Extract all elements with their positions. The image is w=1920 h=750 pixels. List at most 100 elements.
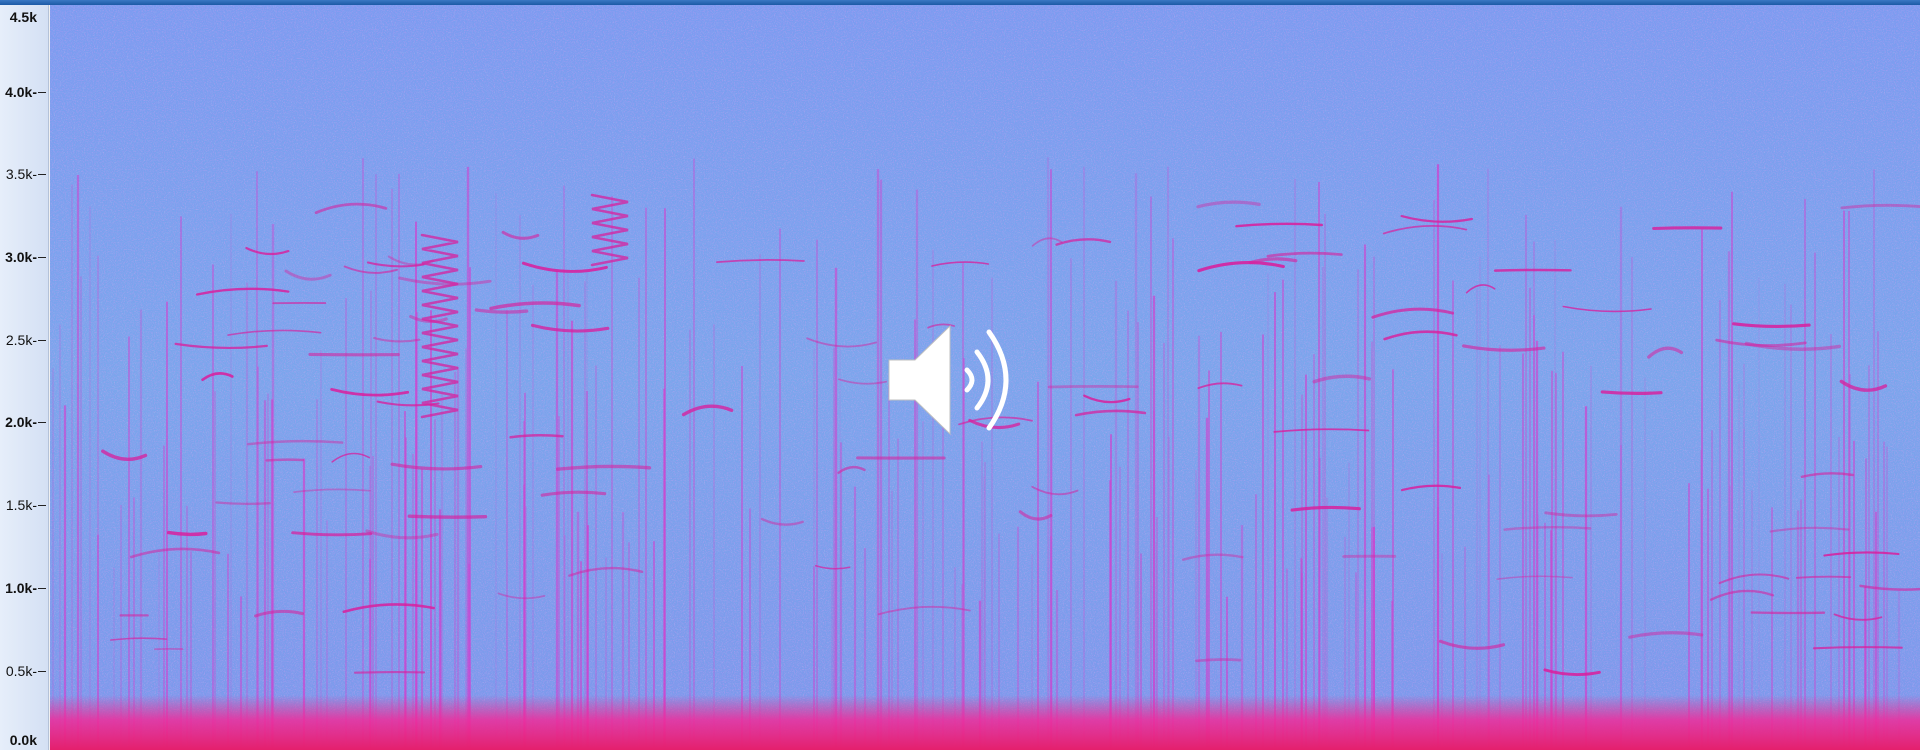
call-trace bbox=[1181, 553, 1244, 561]
call-trace bbox=[1833, 613, 1883, 621]
call-trace bbox=[509, 433, 564, 439]
call-trace bbox=[330, 388, 410, 397]
call-trace bbox=[1266, 251, 1343, 258]
call-trace bbox=[291, 531, 373, 537]
axis-tick-mark bbox=[38, 422, 46, 423]
call-trace bbox=[1839, 379, 1888, 392]
call-trace bbox=[1543, 668, 1601, 677]
call-trace bbox=[1732, 322, 1811, 329]
call-trace bbox=[1055, 238, 1112, 246]
call-trace bbox=[1018, 510, 1053, 521]
call-trace bbox=[1823, 551, 1900, 557]
call-trace bbox=[1462, 344, 1546, 352]
call-trace bbox=[227, 329, 322, 336]
axis-tick-label-0.0k: 0.0k bbox=[9, 732, 37, 748]
call-trace bbox=[166, 530, 208, 537]
call-trace bbox=[1600, 390, 1663, 395]
call-trace bbox=[365, 529, 439, 540]
call-trace bbox=[1382, 225, 1468, 235]
speaker-volume-icon[interactable] bbox=[885, 322, 1035, 438]
call-trace bbox=[806, 337, 877, 348]
call-trace bbox=[1312, 374, 1372, 384]
call-trace bbox=[497, 592, 546, 600]
call-trace bbox=[109, 637, 168, 641]
call-trace bbox=[1800, 472, 1854, 479]
call-trace bbox=[1074, 409, 1147, 417]
call-trace bbox=[1273, 428, 1370, 433]
call-trace bbox=[681, 404, 734, 417]
call-trace bbox=[1047, 385, 1139, 389]
call-trace bbox=[1438, 639, 1506, 650]
speaker-icon-graphic bbox=[888, 324, 1009, 436]
call-trace bbox=[838, 378, 888, 385]
call-trace bbox=[931, 261, 990, 267]
axis-tick-label-3.5k: 3.5k- bbox=[5, 166, 37, 182]
zigzag-call-trace bbox=[420, 233, 459, 419]
call-trace bbox=[201, 372, 234, 382]
axis-tick-label-4.5k: 4.5k bbox=[9, 9, 37, 25]
call-trace bbox=[1709, 589, 1775, 601]
call-trace bbox=[1195, 658, 1242, 663]
axis-tick-mark bbox=[38, 257, 46, 258]
call-trace bbox=[837, 465, 866, 475]
call-trace bbox=[246, 439, 344, 446]
call-trace bbox=[293, 488, 371, 493]
call-trace bbox=[101, 449, 148, 462]
call-trace bbox=[1562, 305, 1652, 313]
call-trace bbox=[1496, 575, 1573, 580]
call-trace bbox=[1290, 505, 1361, 512]
zigzag-call-trace bbox=[590, 193, 629, 267]
call-trace bbox=[555, 464, 652, 471]
axis-tick-mark bbox=[38, 671, 46, 672]
call-trace bbox=[265, 458, 304, 462]
call-trace bbox=[373, 336, 421, 343]
window-top-border bbox=[0, 0, 1920, 5]
call-trace bbox=[568, 566, 644, 577]
call-trace bbox=[1400, 214, 1474, 223]
call-trace bbox=[1744, 341, 1842, 351]
spectrogram-plot[interactable] bbox=[50, 5, 1920, 750]
call-trace bbox=[927, 323, 956, 329]
call-trace bbox=[353, 671, 426, 674]
axis-tick-label-2.0k: 2.0k- bbox=[5, 414, 37, 430]
call-trace bbox=[1628, 631, 1704, 639]
call-trace bbox=[215, 501, 271, 505]
call-trace bbox=[530, 323, 610, 333]
call-trace bbox=[129, 547, 221, 559]
call-trace bbox=[1718, 573, 1790, 585]
call-trace bbox=[254, 609, 305, 618]
call-trace bbox=[1196, 200, 1261, 209]
call-trace bbox=[1715, 338, 1807, 347]
call-trace bbox=[1031, 237, 1063, 247]
axis-tick-mark bbox=[38, 588, 46, 589]
call-trace bbox=[1383, 330, 1458, 341]
call-trace bbox=[1750, 611, 1826, 615]
call-trace bbox=[716, 259, 805, 263]
axis-tick-label-2.5k: 2.5k- bbox=[5, 332, 37, 348]
axis-tick-label-3.0k: 3.0k- bbox=[5, 249, 37, 265]
call-trace bbox=[1248, 257, 1298, 265]
call-trace bbox=[1769, 526, 1850, 533]
call-trace bbox=[501, 230, 540, 240]
call-trace bbox=[1083, 394, 1131, 404]
call-trace bbox=[1235, 222, 1323, 228]
call-trace bbox=[1465, 284, 1496, 294]
call-trace bbox=[342, 603, 435, 614]
call-trace bbox=[284, 269, 332, 281]
call-trace bbox=[1647, 346, 1684, 359]
call-trace bbox=[1371, 307, 1455, 319]
axis-tick-mark bbox=[38, 340, 46, 341]
call-trace bbox=[1544, 511, 1618, 518]
call-trace bbox=[1503, 525, 1592, 531]
call-trace bbox=[877, 605, 971, 616]
call-trace bbox=[1400, 484, 1462, 492]
axis-tick-mark bbox=[38, 92, 46, 93]
call-trace bbox=[1197, 261, 1285, 273]
axis-tick-label-0.5k: 0.5k- bbox=[5, 663, 37, 679]
call-trace bbox=[1197, 382, 1243, 390]
call-trace bbox=[474, 308, 529, 314]
call-trace bbox=[407, 514, 488, 519]
call-trace bbox=[1795, 575, 1852, 579]
axis-tick-label-4.0k: 4.0k- bbox=[5, 84, 37, 100]
